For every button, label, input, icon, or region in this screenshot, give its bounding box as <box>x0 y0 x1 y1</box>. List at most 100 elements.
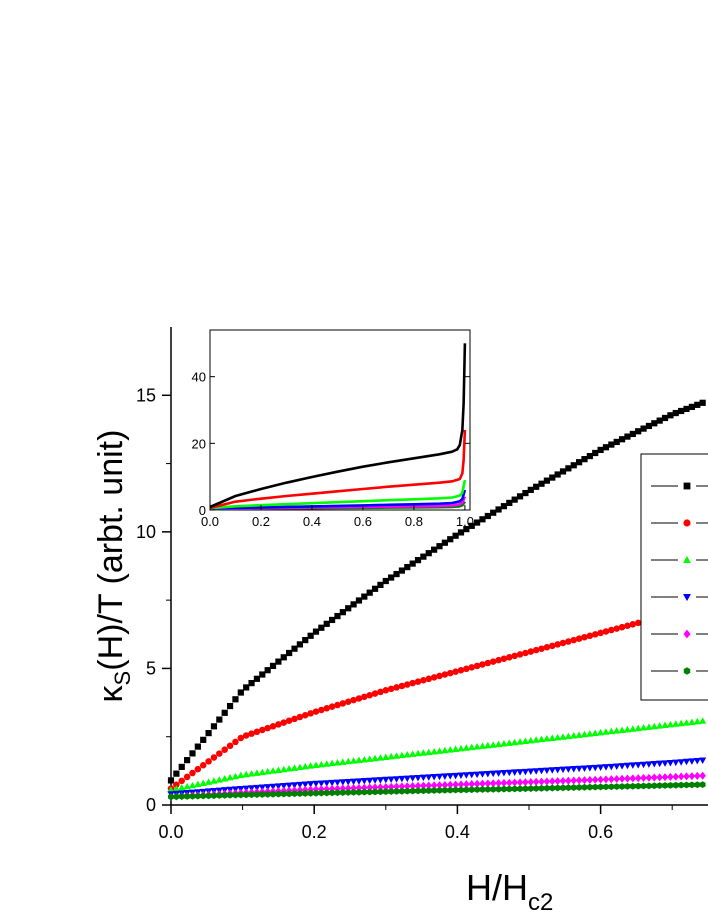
legend-box <box>640 453 708 701</box>
data-point <box>285 782 293 790</box>
data-point <box>532 646 540 654</box>
data-point <box>495 779 502 788</box>
data-point <box>521 737 529 745</box>
data-point <box>597 728 605 736</box>
data-point <box>565 465 572 472</box>
data-point <box>377 788 384 796</box>
data-point <box>194 743 201 750</box>
data-point <box>651 773 658 782</box>
legend-entry-3 <box>651 555 708 564</box>
data-point <box>312 780 320 788</box>
data-point <box>490 509 497 516</box>
data-point <box>613 727 621 734</box>
y-axis-title-subscript: S <box>110 671 135 686</box>
data-point <box>500 785 507 793</box>
data-point <box>463 665 470 673</box>
inset-plot: 0.0 0.2 0.4 0.6 0.8 1.0 0 20 40 <box>192 329 474 529</box>
data-point <box>296 641 303 648</box>
data-point <box>291 790 298 798</box>
data-point <box>613 763 621 770</box>
data-point <box>355 778 363 785</box>
data-point <box>387 782 395 791</box>
data-point <box>629 621 637 628</box>
data-point <box>602 628 610 635</box>
data-point <box>232 791 239 799</box>
data-point <box>269 723 277 730</box>
data-point <box>613 774 620 784</box>
data-point <box>172 785 180 792</box>
data-point <box>543 784 550 792</box>
data-point <box>275 721 282 728</box>
data-point <box>516 778 524 787</box>
data-point <box>457 744 465 752</box>
data-point <box>575 776 583 785</box>
data-point <box>505 739 513 746</box>
data-point <box>586 775 594 784</box>
data-point <box>280 654 287 661</box>
data-point <box>473 771 481 779</box>
data-point <box>661 721 669 729</box>
data-point <box>436 781 443 790</box>
data-point <box>592 449 599 457</box>
data-point <box>323 760 331 767</box>
data-point <box>430 774 438 781</box>
data-point <box>227 791 234 799</box>
legend-marker <box>683 482 691 490</box>
data-point <box>629 774 637 783</box>
legend-marker <box>683 629 691 639</box>
data-point <box>398 782 406 791</box>
data-point <box>603 783 609 791</box>
y-tick-label: 0 <box>146 795 156 815</box>
data-point <box>521 768 529 776</box>
data-point <box>371 585 379 592</box>
series-1 <box>167 399 706 784</box>
data-point <box>699 781 706 789</box>
data-point <box>398 775 406 783</box>
data-point <box>517 785 523 793</box>
data-point <box>554 784 561 792</box>
data-point <box>613 625 620 632</box>
data-point <box>435 773 444 781</box>
data-point <box>280 790 287 798</box>
data-point <box>688 718 696 725</box>
data-point <box>425 550 432 557</box>
data-point <box>296 713 304 721</box>
data-point <box>296 781 304 789</box>
data-point <box>554 766 562 774</box>
data-point <box>436 786 443 794</box>
data-point <box>489 741 497 748</box>
data-point <box>215 776 223 783</box>
data-point <box>581 633 588 641</box>
data-point <box>591 775 599 784</box>
data-point <box>366 788 373 796</box>
data-point <box>580 730 589 738</box>
data-point <box>274 766 282 773</box>
data-point <box>672 781 679 789</box>
data-point <box>672 772 680 781</box>
data-point <box>543 477 550 484</box>
data-point <box>511 785 518 793</box>
data-point <box>173 770 180 777</box>
inset-y-tick-label: 0 <box>199 503 206 518</box>
data-point <box>189 792 196 800</box>
data-point <box>570 766 578 773</box>
data-point <box>694 771 701 780</box>
data-point <box>608 783 615 791</box>
data-point <box>543 735 551 742</box>
data-point <box>350 788 357 796</box>
data-point <box>634 774 642 783</box>
data-point <box>355 756 363 764</box>
data-point <box>618 763 626 770</box>
main-ticks: 0.0 0.2 0.4 0.6 0 5 10 15 <box>136 385 673 842</box>
data-point <box>452 772 460 780</box>
series-6 <box>168 781 706 801</box>
data-point <box>264 667 271 674</box>
data-point <box>623 725 632 733</box>
data-point <box>591 729 599 737</box>
data-point <box>661 760 669 767</box>
data-point <box>667 781 674 789</box>
data-point <box>602 444 610 451</box>
inset-y-tick-label: 40 <box>192 370 206 385</box>
data-point <box>275 790 282 798</box>
data-point <box>259 671 266 678</box>
